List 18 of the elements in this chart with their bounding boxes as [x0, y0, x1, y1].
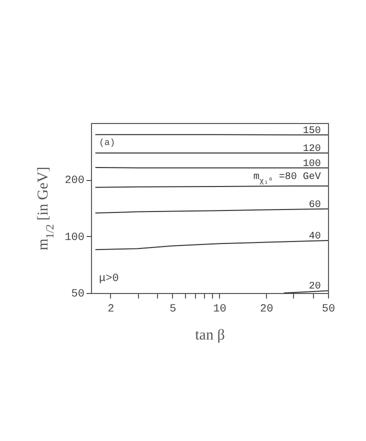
y-tick-label: 200 — [64, 175, 84, 188]
x-axis-title: tan β — [195, 328, 225, 344]
x-tick-label: 20 — [260, 304, 274, 316]
series-label: 40 — [308, 232, 321, 243]
x-tick-label: 5 — [170, 304, 176, 316]
x-tick-label: 10 — [213, 304, 226, 316]
x-tick-label: 50 — [322, 304, 336, 316]
series-label: 120 — [302, 144, 321, 156]
series-label: 60 — [308, 200, 321, 211]
x-tick-label: 2 — [108, 304, 114, 316]
series-label: 20 — [308, 282, 321, 293]
y-tick-label: 100 — [64, 232, 84, 244]
series-label: m$_{χ₁⁰}$ =80 GeV — [253, 172, 321, 186]
annotation: μ>0 — [99, 273, 119, 285]
series-label: 100 — [302, 158, 321, 170]
annotation: (a) — [99, 138, 116, 148]
series-label: 150 — [302, 126, 321, 137]
y-tick-label: 50 — [71, 288, 84, 300]
